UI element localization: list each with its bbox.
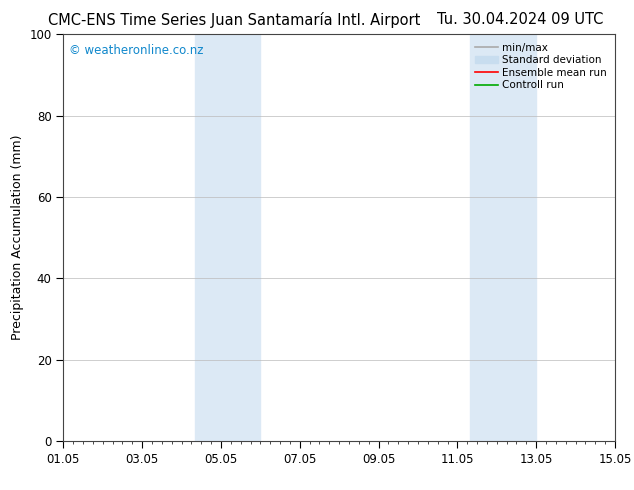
Text: Tu. 30.04.2024 09 UTC: Tu. 30.04.2024 09 UTC bbox=[437, 12, 603, 27]
Text: © weatheronline.co.nz: © weatheronline.co.nz bbox=[69, 45, 204, 57]
Bar bbox=[195, 34, 261, 441]
Legend: min/max, Standard deviation, Ensemble mean run, Controll run: min/max, Standard deviation, Ensemble me… bbox=[472, 40, 610, 94]
Bar bbox=[470, 34, 536, 441]
Y-axis label: Precipitation Accumulation (mm): Precipitation Accumulation (mm) bbox=[11, 135, 24, 341]
Text: CMC-ENS Time Series Juan Santamaría Intl. Airport: CMC-ENS Time Series Juan Santamaría Intl… bbox=[48, 12, 421, 28]
